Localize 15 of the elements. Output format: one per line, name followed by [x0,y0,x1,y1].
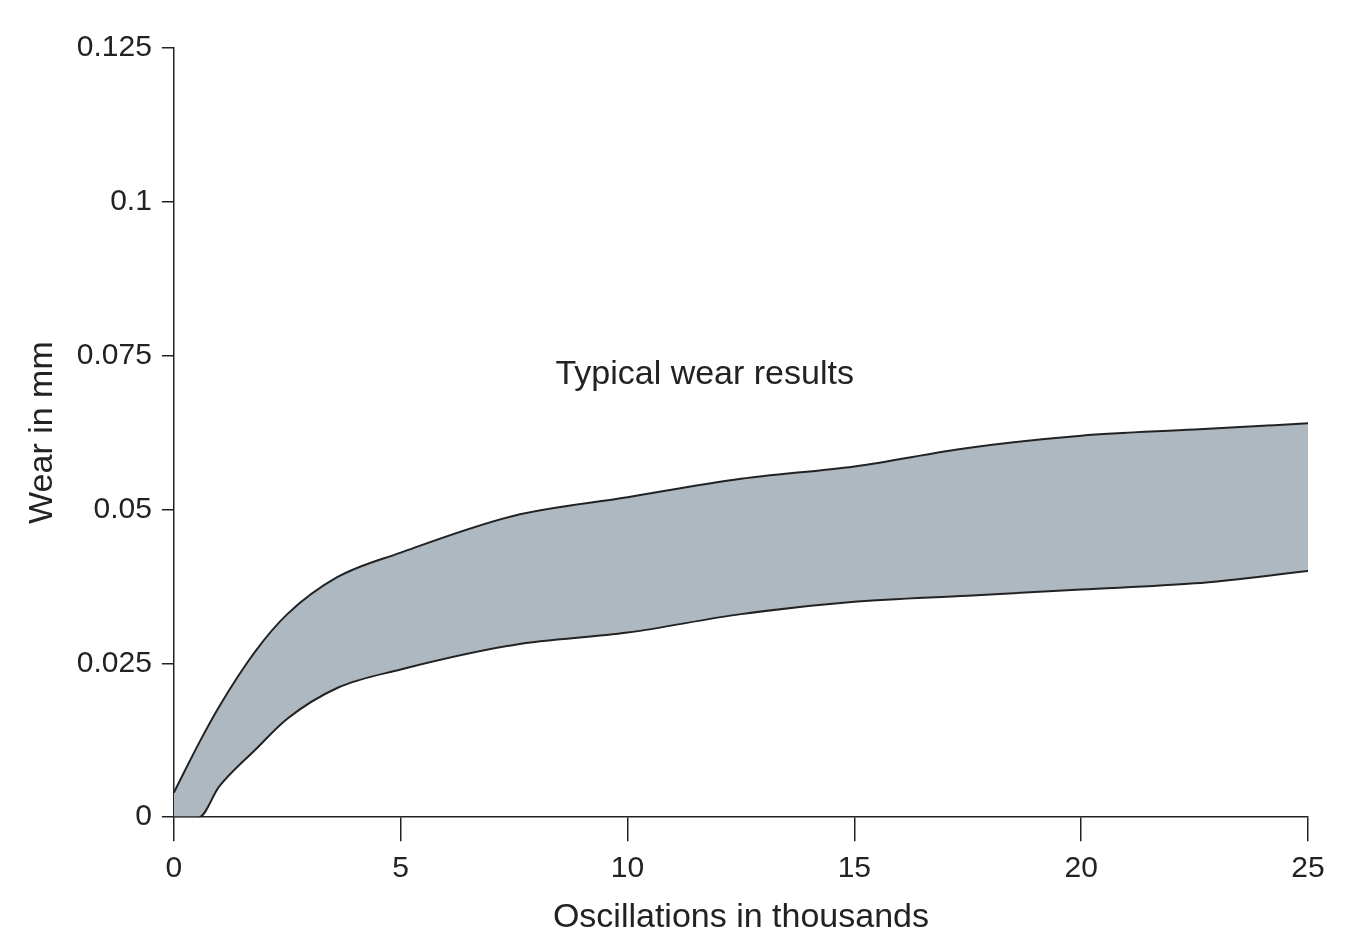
x-tick-label: 25 [1291,850,1325,884]
x-tick-label: 15 [837,850,872,884]
x-tick-label: 0 [165,850,183,884]
y-axis-title: Wear in mm [20,341,59,524]
x-tick-label: 10 [610,850,645,884]
y-tick-label: 0.125 [76,29,152,63]
y-tick-label: 0.05 [93,490,152,524]
y-tick-label: 0 [135,798,152,832]
y-tick-label: 0.1 [110,183,152,217]
y-tick-label: 0.075 [76,336,152,370]
x-tick-label: 20 [1064,850,1098,884]
x-axis-title: Oscillations in thousands [552,895,929,934]
x-tick-label: 5 [392,850,410,884]
y-tick-label: 0.025 [76,644,152,678]
annotation: Typical wear results [555,352,854,391]
